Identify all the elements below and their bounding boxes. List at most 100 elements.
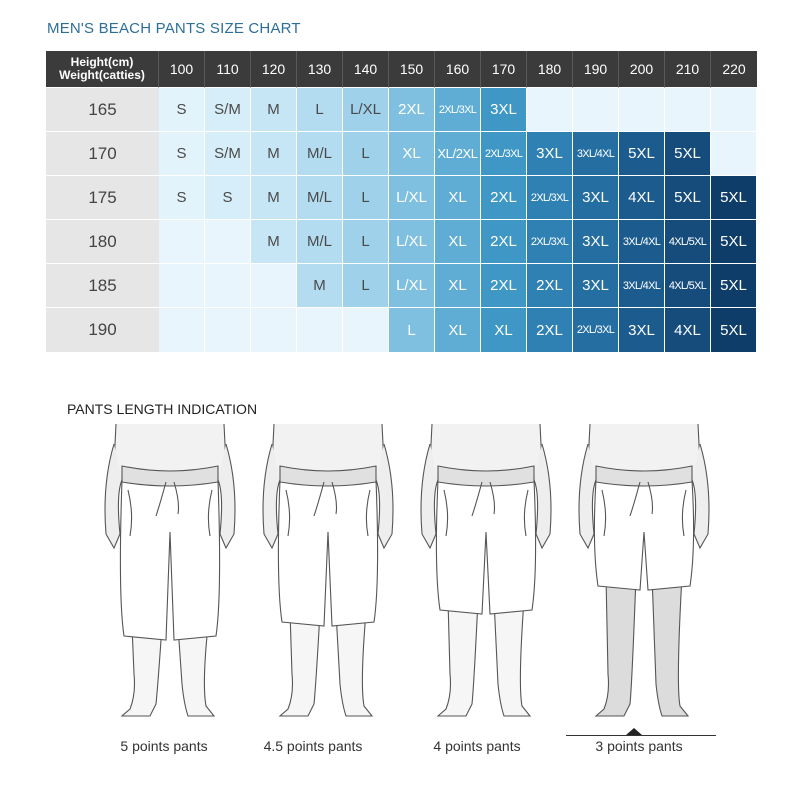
size-cell: M — [251, 176, 297, 220]
size-cell: XL — [435, 176, 481, 220]
figure-3-points — [574, 423, 714, 724]
size-cell: 3XL — [481, 88, 527, 132]
height-cell: 180 — [46, 220, 159, 264]
size-cell — [297, 308, 343, 352]
size-cell — [573, 88, 619, 132]
size-cell — [251, 308, 297, 352]
size-cell: L/XL — [389, 220, 435, 264]
size-cell — [527, 88, 573, 132]
size-cell — [619, 88, 665, 132]
weight-header-cell: 150 — [389, 51, 435, 88]
table-header-row: Height(cm) Weight(catties) 100 110 120 130 1… — [46, 51, 757, 88]
table-row: 175 S S M M/L L L/XL XL 2XL 2XL/3XL 3XL 4XL 5XL 5XL — [46, 176, 757, 220]
size-cell: 5XL — [711, 308, 757, 352]
size-cell: M/L — [297, 220, 343, 264]
corner-header: Height(cm) Weight(catties) — [46, 51, 159, 88]
height-cell: 175 — [46, 176, 159, 220]
size-cell: XL — [435, 264, 481, 308]
figure-4-points — [416, 423, 556, 724]
size-cell: 2XL/3XL — [573, 308, 619, 352]
weight-header-cell: 130 — [297, 51, 343, 88]
size-cell: 3XL — [527, 132, 573, 176]
size-cell: 3XL/4XL — [619, 264, 665, 308]
size-cell: 2XL — [481, 264, 527, 308]
weight-header-cell: 110 — [205, 51, 251, 88]
size-cell: XL — [481, 308, 527, 352]
size-cell: 3XL — [619, 308, 665, 352]
length-section-title: PANTS LENGTH INDICATION — [67, 401, 258, 417]
size-cell: 3XL — [573, 176, 619, 220]
height-header-label: Height(cm) — [70, 55, 134, 69]
size-cell: XL — [389, 132, 435, 176]
table-row: 180 M M/L L L/XL XL 2XL 2XL/3XL 3XL 3XL/4XL 4XL/5X… — [46, 220, 757, 264]
weight-header-label: Weight(catties) — [59, 68, 145, 82]
size-cell: 5XL — [665, 176, 711, 220]
size-cell: S — [159, 132, 205, 176]
size-cell: 2XL — [481, 176, 527, 220]
weight-header-cell: 170 — [481, 51, 527, 88]
size-cell: L/XL — [389, 176, 435, 220]
size-cell: M — [297, 264, 343, 308]
weight-header-cell: 200 — [619, 51, 665, 88]
size-cell — [159, 308, 205, 352]
size-cell: 2XL — [527, 264, 573, 308]
size-cell: S — [159, 176, 205, 220]
size-cell: L/XL — [389, 264, 435, 308]
size-cell — [205, 264, 251, 308]
figure-label-4-5-points: 4.5 points pants — [263, 738, 363, 754]
size-cell: L/XL — [343, 88, 389, 132]
size-cell: 2XL/3XL — [435, 88, 481, 132]
size-cell: 2XL/3XL — [527, 176, 573, 220]
weight-header-cell: 180 — [527, 51, 573, 88]
size-cell: S — [205, 176, 251, 220]
size-cell: 4XL/5XL — [665, 264, 711, 308]
size-cell: XL — [435, 308, 481, 352]
weight-header-cell: 220 — [711, 51, 757, 88]
size-cell — [711, 88, 757, 132]
size-cell: 3XL — [573, 264, 619, 308]
selected-length-marker-icon — [626, 728, 642, 735]
figure-5-points — [100, 423, 240, 724]
size-cell: M — [251, 88, 297, 132]
size-cell: 2XL — [527, 308, 573, 352]
size-cell — [159, 264, 205, 308]
figure-label-4-points: 4 points pants — [433, 738, 521, 754]
size-cell: 2XL — [389, 88, 435, 132]
height-cell: 170 — [46, 132, 159, 176]
size-cell: S — [159, 88, 205, 132]
table-row: 165 S S/M M L L/XL 2XL 2XL/3XL 3XL — [46, 88, 757, 132]
size-cell: 4XL — [619, 176, 665, 220]
size-cell — [343, 308, 389, 352]
weight-header-cell: 160 — [435, 51, 481, 88]
size-cell: M/L — [297, 176, 343, 220]
size-cell: 3XL/4XL — [573, 132, 619, 176]
figure-4-5-points — [258, 423, 398, 724]
table-row: 170 S S/M M M/L L XL XL/2XL 2XL/3XL 3XL 3XL/4XL 5XL… — [46, 132, 757, 176]
size-cell: L — [389, 308, 435, 352]
size-cell: L — [343, 220, 389, 264]
weight-header-cell: 190 — [573, 51, 619, 88]
weight-header-cell: 100 — [159, 51, 205, 88]
size-cell: XL/2XL — [435, 132, 481, 176]
table-row: 185 M L L/XL XL 2XL 2XL 3XL 3XL/4XL 4XL/5XL 5XL — [46, 264, 757, 308]
size-cell: M — [251, 132, 297, 176]
chart-title: MEN'S BEACH PANTS SIZE CHART — [47, 20, 301, 37]
size-cell: 4XL/5XL — [665, 220, 711, 264]
size-cell: 3XL/4XL — [619, 220, 665, 264]
size-cell: L — [343, 132, 389, 176]
size-cell — [159, 220, 205, 264]
size-cell: 5XL — [665, 132, 711, 176]
height-cell: 185 — [46, 264, 159, 308]
size-cell — [205, 220, 251, 264]
weight-header-cell: 120 — [251, 51, 297, 88]
size-cell: L — [343, 176, 389, 220]
size-chart-table: Height(cm) Weight(catties) 100 110 120 130 1… — [46, 51, 757, 352]
size-cell — [205, 308, 251, 352]
size-cell — [665, 88, 711, 132]
height-cell: 165 — [46, 88, 159, 132]
size-cell: S/M — [205, 88, 251, 132]
weight-header-cell: 210 — [665, 51, 711, 88]
figure-label-5-points: 5 points pants — [120, 738, 208, 754]
size-cell: M — [251, 220, 297, 264]
size-cell: 4XL — [665, 308, 711, 352]
